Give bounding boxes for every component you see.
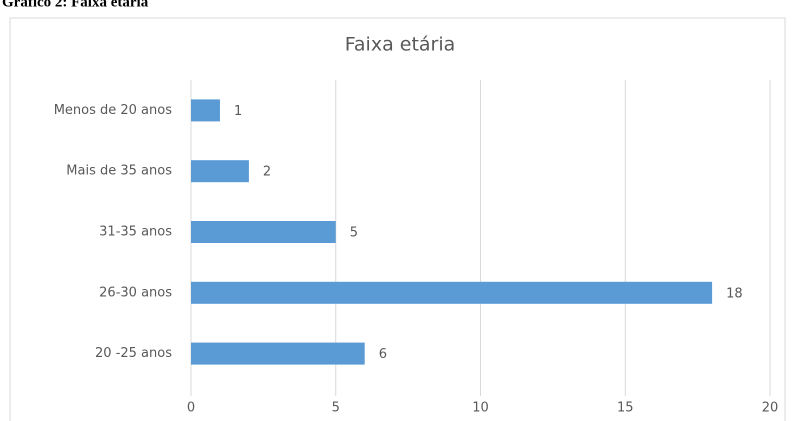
bar bbox=[191, 99, 220, 122]
y-tick-label: Menos de 20 anos bbox=[54, 103, 173, 118]
chart-title: Faixa etária bbox=[345, 34, 456, 56]
data-label: 18 bbox=[726, 286, 743, 301]
x-tick-label: 15 bbox=[617, 401, 634, 416]
y-tick-label: 26-30 anos bbox=[99, 285, 172, 300]
x-tick-label: 20 bbox=[762, 401, 779, 416]
bar bbox=[191, 281, 713, 304]
data-label: 6 bbox=[379, 347, 387, 362]
bar bbox=[191, 221, 336, 243]
y-tick-label: Mais de 35 anos bbox=[66, 164, 172, 179]
data-label: 2 bbox=[263, 165, 271, 180]
data-label: 1 bbox=[234, 104, 242, 119]
x-tick-label: 0 bbox=[187, 401, 195, 416]
x-tick-label: 10 bbox=[472, 401, 489, 416]
y-tick-label: 31-35 anos bbox=[99, 225, 172, 240]
bar bbox=[191, 160, 249, 183]
data-label: 5 bbox=[350, 226, 358, 241]
y-tick-label: 20 -25 anos bbox=[95, 346, 172, 361]
chart-frame bbox=[9, 17, 786, 421]
caption: Gráfico 2: Faixa etária bbox=[2, 0, 149, 10]
x-tick-label: 5 bbox=[332, 401, 340, 416]
bar bbox=[191, 342, 365, 365]
